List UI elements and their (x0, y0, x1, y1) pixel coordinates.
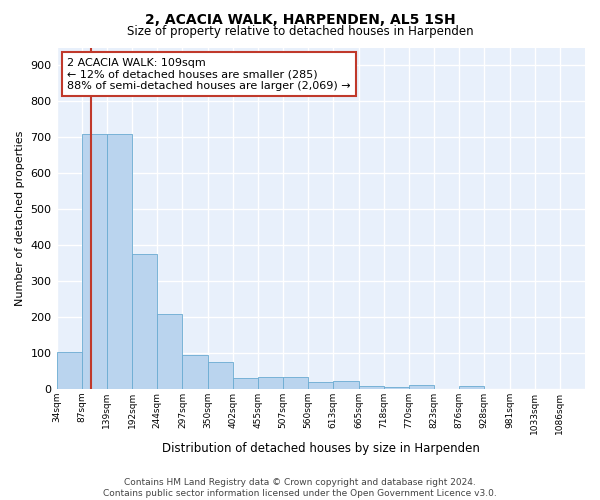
Text: 2 ACACIA WALK: 109sqm
← 12% of detached houses are smaller (285)
88% of semi-det: 2 ACACIA WALK: 109sqm ← 12% of detached … (67, 58, 351, 91)
Text: Size of property relative to detached houses in Harpenden: Size of property relative to detached ho… (127, 25, 473, 38)
Text: 2, ACACIA WALK, HARPENDEN, AL5 1SH: 2, ACACIA WALK, HARPENDEN, AL5 1SH (145, 12, 455, 26)
Bar (359, 386, 383, 389)
Bar (308, 382, 334, 389)
Bar (132, 254, 157, 389)
Bar (56, 352, 82, 389)
Bar (459, 386, 484, 389)
Bar (283, 377, 308, 389)
Bar (409, 385, 434, 389)
Bar (82, 134, 107, 389)
X-axis label: Distribution of detached houses by size in Harpenden: Distribution of detached houses by size … (162, 442, 480, 455)
Bar (383, 387, 409, 389)
Bar (334, 381, 359, 389)
Bar (182, 354, 208, 389)
Bar (258, 377, 283, 389)
Bar (157, 314, 182, 389)
Bar (233, 378, 258, 389)
Y-axis label: Number of detached properties: Number of detached properties (15, 130, 25, 306)
Text: Contains HM Land Registry data © Crown copyright and database right 2024.
Contai: Contains HM Land Registry data © Crown c… (103, 478, 497, 498)
Bar (107, 134, 132, 389)
Bar (208, 362, 233, 389)
